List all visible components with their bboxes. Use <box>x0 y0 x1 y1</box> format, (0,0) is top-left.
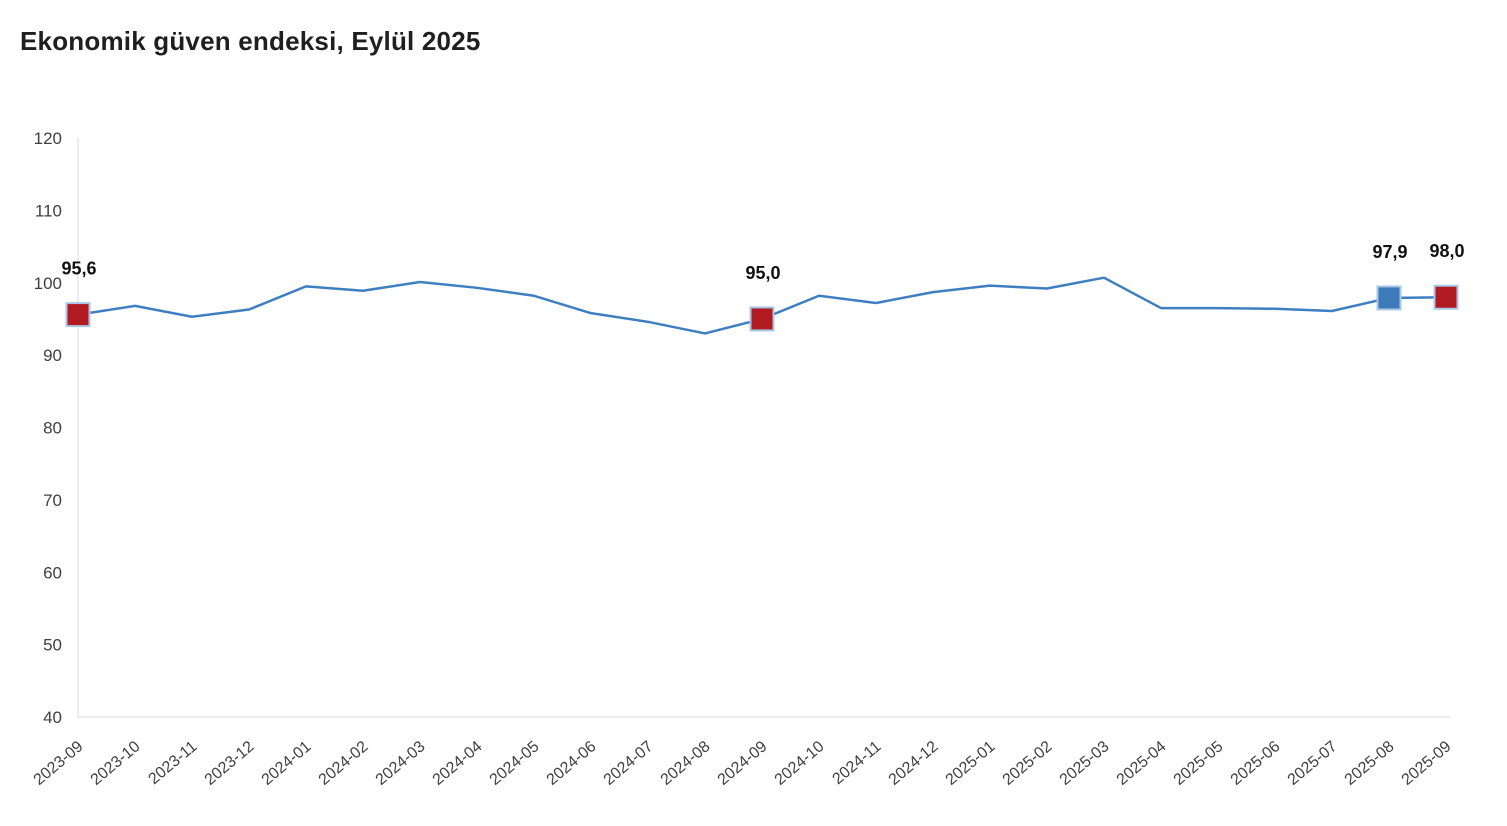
x-tick-label: 2024-09 <box>715 738 771 789</box>
x-tick-label: 2024-01 <box>259 738 315 789</box>
x-tick-label: 2024-11 <box>830 738 885 788</box>
x-tick-label: 2025-06 <box>1228 738 1284 789</box>
y-tick-label: 80 <box>43 419 62 438</box>
x-tick-label: 2023-10 <box>88 738 144 789</box>
x-tick-label: 2023-12 <box>202 738 258 789</box>
x-tick-label: 2023-11 <box>146 738 201 788</box>
x-tick-label: 2025-05 <box>1171 738 1227 789</box>
x-tick-label: 2024-07 <box>601 738 657 789</box>
x-tick-label: 2025-01 <box>943 738 999 789</box>
y-tick-label: 70 <box>43 491 62 510</box>
x-tick-label: 2024-12 <box>886 738 942 789</box>
y-tick-label: 60 <box>43 563 62 582</box>
x-tick-label: 2024-08 <box>658 738 714 789</box>
x-tick-label: 2023-09 <box>31 738 87 789</box>
x-tick-label: 2024-04 <box>430 738 486 789</box>
point-label-2025-08: 97,9 <box>1372 242 1407 262</box>
marker-2025-08[interactable] <box>1376 285 1402 311</box>
x-tick-label: 2025-08 <box>1342 738 1398 789</box>
x-tick-label: 2025-03 <box>1057 738 1113 789</box>
x-tick-label: 2025-07 <box>1285 738 1341 789</box>
marker-2024-09[interactable] <box>749 306 775 332</box>
x-tick-label: 2024-06 <box>544 738 600 789</box>
x-tick-label: 2025-09 <box>1399 738 1455 789</box>
x-tick-label: 2024-05 <box>487 738 543 789</box>
point-label-2023-09: 95,6 <box>61 259 96 279</box>
y-tick-label: 110 <box>35 201 62 220</box>
x-tick-label: 2025-02 <box>1000 738 1056 789</box>
x-tick-label: 2024-10 <box>772 738 828 789</box>
y-tick-label: 120 <box>34 129 62 148</box>
y-tick-label: 90 <box>43 346 62 365</box>
y-tick-label: 100 <box>34 274 62 293</box>
point-label-2025-09: 98,0 <box>1429 241 1464 261</box>
marker-2025-09[interactable] <box>1433 284 1459 310</box>
marker-2023-09[interactable] <box>65 302 91 328</box>
x-tick-label: 2024-02 <box>316 738 372 789</box>
point-label-2024-09: 95,0 <box>745 263 780 283</box>
chart-title: Ekonomik güven endeksi, Eylül 2025 <box>20 26 481 56</box>
x-tick-label: 2024-03 <box>373 738 429 789</box>
x-tick-label: 2025-04 <box>1114 738 1170 789</box>
y-tick-label: 40 <box>43 708 62 727</box>
y-tick-label: 50 <box>43 636 62 655</box>
